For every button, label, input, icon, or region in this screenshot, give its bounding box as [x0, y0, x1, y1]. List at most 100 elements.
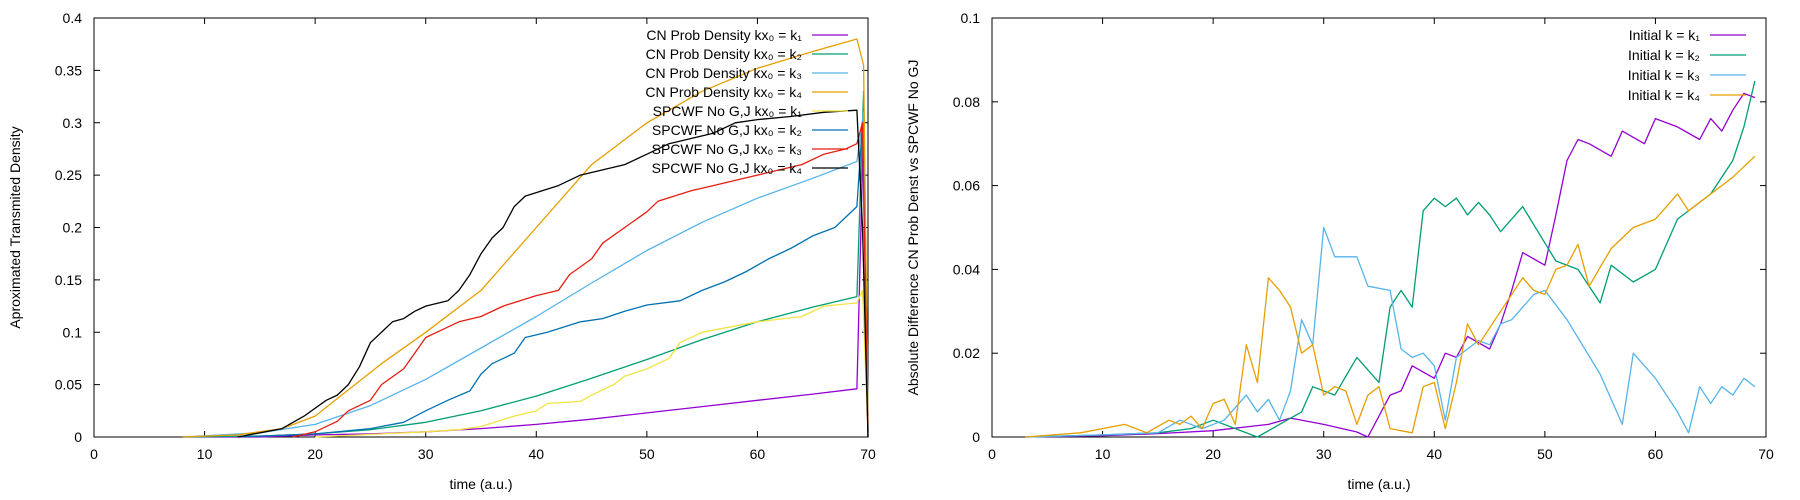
legend: Initial k = k₁ Initial k = k₂ Initial k = … — [1628, 27, 1746, 103]
y-tick-label: 0.06 — [953, 178, 980, 194]
x-tick: 30 — [418, 18, 434, 462]
series-line-4 — [1025, 155, 1756, 438]
y-tick-label: 0.2 — [63, 220, 83, 236]
x-tick-label: 60 — [1648, 446, 1664, 462]
legend-entry: CN Prob Density kx₀ = k₄ — [645, 84, 848, 100]
x-tick: 30 — [1316, 18, 1332, 462]
x-tick: 60 — [750, 18, 766, 462]
y-tick: 0.06 — [953, 178, 1766, 194]
legend-label: SPCWF No G,J kx₀ = k₂ — [652, 122, 802, 138]
legend-label: CN Prob Density kx₀ = k₃ — [645, 65, 802, 81]
x-tick-label: 40 — [528, 446, 544, 462]
legend-label: CN Prob Density kx₀ = k₂ — [646, 46, 802, 62]
legend-label: SPCWF No G,J kx₀ = k₃ — [652, 141, 802, 157]
x-tick-label: 60 — [750, 446, 766, 462]
legend-label: Initial k = k₂ — [1628, 47, 1700, 63]
legend-label: Initial k = k₄ — [1628, 87, 1701, 103]
y-tick: 0.1 — [961, 10, 1766, 26]
y-tick: 0 — [972, 429, 1766, 445]
legend-label: Initial k = k₃ — [1628, 67, 1700, 83]
y-tick-label: 0 — [972, 429, 980, 445]
y-tick: 0.4 — [63, 10, 868, 26]
x-tick-label: 40 — [1426, 446, 1442, 462]
x-tick: 20 — [307, 18, 323, 462]
series-line-1 — [1025, 92, 1756, 438]
series-line-3 — [1025, 226, 1756, 438]
y-tick-label: 0.35 — [55, 62, 82, 78]
legend-entry: Initial k = k₄ — [1628, 87, 1746, 103]
legend-entry: Initial k = k₃ — [1628, 67, 1746, 83]
legend-entry: CN Prob Density kx₀ = k₁ — [646, 27, 848, 43]
y-tick-label: 0.4 — [63, 10, 83, 26]
x-tick: 50 — [1537, 18, 1553, 462]
series-group — [182, 38, 869, 438]
legend-entry: Initial k = k₂ — [1628, 47, 1746, 63]
x-tick: 70 — [1758, 18, 1774, 462]
x-tick-label: 30 — [418, 446, 434, 462]
x-tick-label: 0 — [90, 446, 98, 462]
legend-entry: Initial k = k₁ — [1629, 27, 1746, 43]
x-tick-label: 10 — [1095, 446, 1111, 462]
y-tick-label: 0.05 — [55, 377, 82, 393]
legend-entry: SPCWF No G,J kx₀ = k₃ — [652, 141, 848, 157]
y-tick-label: 0.08 — [953, 94, 980, 110]
y-tick: 0.1 — [63, 324, 868, 340]
plot-frame — [991, 17, 1767, 438]
legend-entry: SPCWF No G,J kx₀ = k₂ — [652, 122, 848, 138]
y-tick-label: 0.25 — [55, 167, 82, 183]
y-tick-label: 0.02 — [953, 345, 980, 361]
legend: CN Prob Density kx₀ = k₁ CN Prob Density … — [645, 27, 848, 176]
x-tick: 40 — [528, 18, 544, 462]
y-tick: 0 — [74, 429, 868, 445]
series-group — [1025, 80, 1756, 438]
x-tick: 0 — [90, 18, 98, 462]
legend-label: Initial k = k₁ — [1629, 27, 1701, 43]
legend-label: CN Prob Density kx₀ = k₄ — [645, 84, 802, 100]
x-tick: 10 — [1095, 18, 1111, 462]
y-tick-label: 0.04 — [953, 261, 980, 277]
x-tick-label: 30 — [1316, 446, 1332, 462]
y-axis-label: Absolute Difference CN Prob Denst vs SPC… — [905, 60, 921, 396]
series-line-7 — [292, 122, 869, 438]
x-tick: 20 — [1205, 18, 1221, 462]
y-tick-label: 0.1 — [63, 324, 83, 340]
y-tick: 0.02 — [953, 345, 1766, 361]
legend-entry: CN Prob Density kx₀ = k₂ — [646, 46, 848, 62]
series-line-1 — [182, 122, 869, 438]
series-line-3 — [182, 111, 869, 438]
chart-left: 0 10 20 30 40 50 60 70 0 0.05 0.1 0.15 0.2 0.25 0.3 0.3… — [7, 10, 876, 492]
legend-entry: SPCWF No G,J kx₀ = k₁ — [653, 103, 848, 119]
x-tick-label: 10 — [197, 446, 213, 462]
series-line-4 — [182, 38, 869, 438]
y-tick: 0.2 — [63, 220, 868, 236]
y-tick: 0.04 — [953, 261, 1766, 277]
x-tick: 50 — [639, 18, 655, 462]
y-tick-label: 0.1 — [961, 10, 981, 26]
y-tick-label: 0.3 — [63, 115, 83, 131]
x-tick: 10 — [197, 18, 213, 462]
series-line-5 — [315, 289, 869, 438]
y-axis-label: Aproximated Transmited Density — [7, 126, 23, 328]
x-tick-label: 0 — [988, 446, 996, 462]
y-tick: 0.05 — [55, 377, 868, 393]
x-tick-label: 20 — [1205, 446, 1221, 462]
y-tick: 0.15 — [55, 272, 868, 288]
chart-right: 0 10 20 30 40 50 60 70 0 0.02 0.04 0.06 0.08 0.1 time … — [905, 10, 1774, 492]
legend-label: SPCWF No G,J kx₀ = k₄ — [652, 160, 803, 176]
x-axis-label: time (a.u.) — [449, 476, 512, 492]
series-line-6 — [237, 122, 869, 438]
y-tick: 0.35 — [55, 62, 868, 78]
x-tick-label: 20 — [307, 446, 323, 462]
x-tick: 60 — [1648, 18, 1664, 462]
x-tick: 0 — [988, 18, 996, 462]
legend-entry: SPCWF No G,J kx₀ = k₄ — [652, 160, 848, 176]
x-tick-label: 70 — [860, 446, 876, 462]
y-tick-label: 0.15 — [55, 272, 82, 288]
y-tick: 0.08 — [953, 94, 1766, 110]
x-tick-label: 50 — [1537, 446, 1553, 462]
legend-label: SPCWF No G,J kx₀ = k₁ — [653, 103, 803, 119]
series-line-8 — [237, 109, 869, 438]
x-tick-label: 70 — [1758, 446, 1774, 462]
